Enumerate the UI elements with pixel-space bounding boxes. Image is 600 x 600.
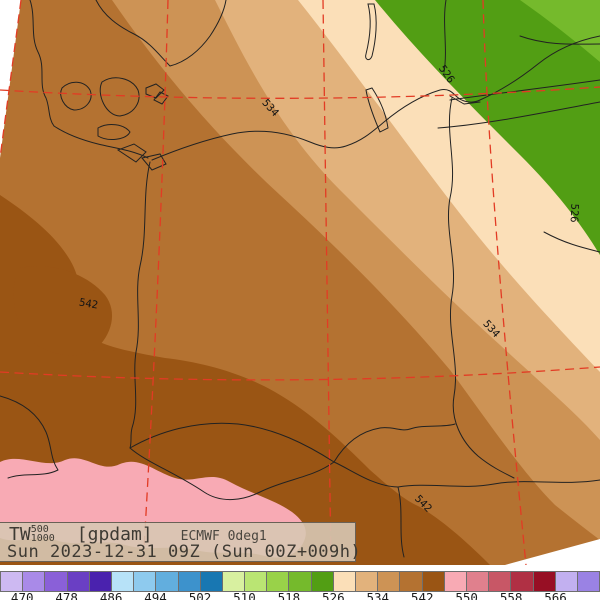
coastlines (29, 0, 600, 171)
colorbar-tick-label: 558 (499, 590, 523, 600)
colorbar-cell (511, 572, 534, 591)
parameter-name: TW (9, 524, 31, 545)
colorbar-cell (356, 572, 379, 591)
country-borders (0, 0, 600, 558)
meridian-line-2 (322, 0, 332, 565)
poland-east-border (447, 97, 515, 479)
colorbar-cell (134, 572, 157, 591)
lolland-island (97, 124, 131, 140)
funen-island (60, 81, 92, 111)
colorbar-cell (111, 572, 135, 591)
colorbar-cell (23, 572, 46, 591)
band-522-526 (375, 0, 600, 255)
colorbar-tick-label: 502 (188, 590, 212, 600)
slovakia-austria-hungary-borders (333, 427, 600, 558)
meridian-line-1 (142, 0, 169, 565)
colorbar-cell (555, 572, 578, 591)
colorbar-cell (333, 572, 356, 591)
contour-label-526-east: 526 (568, 203, 581, 222)
map-edge-wedge-bottomright (505, 539, 600, 565)
kaliningrad-lithuania-borders (437, 79, 600, 129)
vistula-lagoon (449, 95, 481, 105)
band-518-522 (520, 0, 600, 62)
colorbar-cell (289, 572, 312, 591)
colorbar-cell (245, 572, 268, 591)
colorbar-cell (311, 572, 334, 591)
map-canvas: 534 526 526 542 534 542 (0, 0, 600, 565)
sweden-coast (95, 0, 227, 67)
product-info-box: TW500 1000 [gpdam] ECMWF 0deg1 Sun 2023-12… (0, 522, 361, 562)
thickness-map: 534 526 526 542 534 542 (0, 0, 600, 565)
colorbar-cell (156, 572, 179, 591)
baltic-coast (151, 35, 600, 161)
colorbar-cell (533, 572, 556, 591)
colorbar-tick-label: 486 (99, 590, 123, 600)
colorbar-tick-label: 518 (277, 590, 301, 600)
colorbar-cell (577, 572, 600, 591)
colorbar-tick-label: 510 (233, 590, 256, 600)
contour-label-542-west: 542 (78, 296, 99, 311)
graticule (0, 0, 600, 565)
level-bottom: 1000 (30, 533, 55, 544)
oder-neisse-border (129, 161, 151, 449)
level-stack: 500 1000 (30, 524, 55, 544)
colorbar-cell (89, 572, 112, 591)
czech-border (129, 422, 335, 500)
model-label: ECMWF 0deg1 (180, 529, 267, 544)
poland-slovakia-border (409, 423, 456, 430)
colorbar-tick-label: 550 (455, 590, 478, 600)
colorbar-cell (178, 572, 201, 591)
alpine-borders (0, 395, 59, 479)
german-coast (53, 125, 149, 159)
colorbar-cell (444, 572, 467, 591)
colorbar-cell (489, 572, 512, 591)
colorbar-cell (400, 572, 423, 591)
colorbar-tick-label: 494 (144, 590, 167, 600)
colorbar-tick-label: 534 (366, 590, 390, 600)
colorbar-cell (378, 572, 401, 591)
colorbar-cell (1, 572, 24, 591)
colorbar-cell (45, 572, 68, 591)
baltic-states-borders (443, 0, 600, 253)
oland-island (365, 3, 377, 61)
colorbar-cell (67, 572, 90, 591)
colorbar-tick-label: 542 (410, 590, 434, 600)
parallel-line-1 (0, 86, 600, 99)
colorbar (0, 571, 600, 592)
zealand-island (99, 77, 140, 117)
colorbar-cell (422, 572, 445, 591)
meridian-line-0 (0, 0, 22, 159)
valid-time-line: Sun 2023-12-31 09Z (Sun 00Z+009h) (7, 542, 362, 562)
colorbar-tick-label: 526 (322, 590, 345, 600)
colorbar-tick-label: 478 (55, 590, 78, 600)
colorbar-cell (267, 572, 290, 591)
units-label: [gpdam] (76, 524, 153, 545)
colorbar-tick-label: 566 (544, 590, 567, 600)
colorbar-cell (466, 572, 490, 591)
colorbar-tick-labels: 470 478 486 494 502 510 518 526 534 542 550 558 566 (0, 590, 600, 600)
colorbar-cell (222, 572, 246, 591)
band-pocket-542-546 (13, 266, 113, 356)
level-top: 500 (30, 524, 49, 535)
product-title-line: TW500 1000 [gpdam] ECMWF 0deg1 (9, 524, 267, 545)
jutland-coast (29, 0, 55, 127)
colorbar-tick-label: 470 (10, 590, 34, 600)
colorbar-cell (200, 572, 223, 591)
small-island (145, 83, 165, 99)
parallel-line-2 (0, 366, 600, 381)
